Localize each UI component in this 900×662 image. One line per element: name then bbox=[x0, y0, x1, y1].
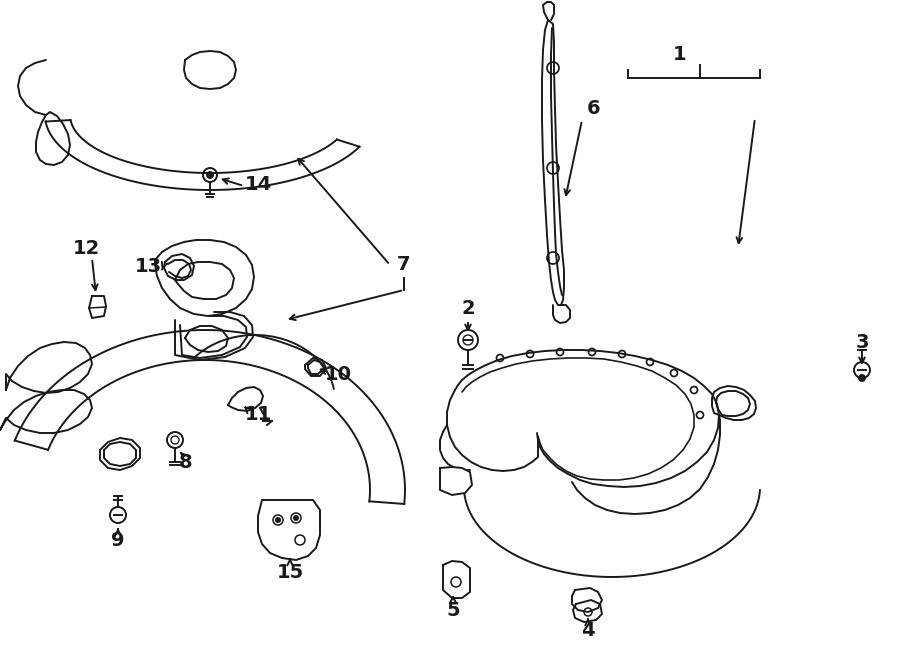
Text: 3: 3 bbox=[855, 332, 868, 352]
Text: 1: 1 bbox=[673, 46, 687, 64]
Circle shape bbox=[859, 375, 865, 381]
Text: 10: 10 bbox=[325, 365, 352, 385]
Text: 13: 13 bbox=[134, 258, 162, 277]
Polygon shape bbox=[573, 600, 602, 622]
Circle shape bbox=[294, 516, 298, 520]
Polygon shape bbox=[440, 467, 472, 495]
Text: 5: 5 bbox=[446, 600, 460, 620]
Text: 4: 4 bbox=[581, 620, 595, 639]
Polygon shape bbox=[572, 588, 602, 612]
Polygon shape bbox=[443, 561, 470, 598]
Polygon shape bbox=[89, 296, 106, 318]
Circle shape bbox=[276, 518, 280, 522]
Text: 7: 7 bbox=[397, 256, 410, 275]
Text: 12: 12 bbox=[72, 238, 100, 258]
Text: 2: 2 bbox=[461, 299, 475, 318]
Text: 15: 15 bbox=[276, 563, 303, 581]
Text: 8: 8 bbox=[179, 453, 193, 471]
Text: 14: 14 bbox=[245, 175, 272, 195]
Text: 11: 11 bbox=[245, 406, 272, 424]
Text: 9: 9 bbox=[112, 530, 125, 549]
Polygon shape bbox=[258, 500, 320, 560]
Text: 6: 6 bbox=[587, 99, 601, 117]
Circle shape bbox=[207, 172, 213, 178]
